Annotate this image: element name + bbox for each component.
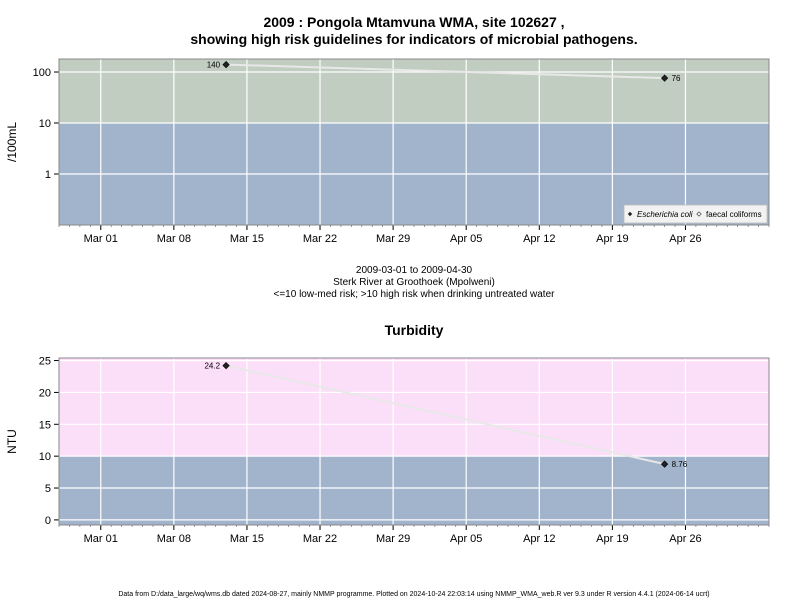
chart1-data-label: 140 [207,61,221,70]
legend-open-diamond-icon [696,211,702,217]
chart2-y-axis-label: NTU [5,429,19,454]
chart1-legend-entry: Escherichia coli [637,210,693,219]
chart1-y-tick-label: 1 [45,169,51,181]
chart2-x-tick-label: Mar 01 [84,533,118,545]
chart2-x-tick-label: Apr 19 [596,533,628,545]
chart2-data-label: 24.2 [204,362,220,371]
chart1-caption-risk: <=10 low-med risk; >10 high risk when dr… [274,289,556,300]
chart2-data-label: 8.76 [672,460,688,469]
chart2-y-tick-label: 20 [39,387,51,399]
chart1-x-tick-label: Mar 22 [303,233,337,245]
chart2-x-tick-label: Apr 05 [450,533,482,545]
chart2-plot-frame [58,357,770,526]
chart1-x-tick-label: Mar 01 [84,233,118,245]
chart1-legend-entry: faecal coliforms [706,210,762,219]
chart2-data-point [222,362,230,370]
turbidity-chart: Mar 01 Mar 08 Mar 15 Mar 22 Mar 29 Apr 05 Apr … [5,356,770,545]
chart2-data-point [660,460,669,468]
chart1-data-point [660,74,669,82]
chart2-x-tick-label: Mar 08 [157,533,191,545]
chart1-y-axis-label: /100mL [5,122,19,162]
chart2-title: Turbidity [385,322,444,338]
chart2-x-tick-label: Mar 22 [303,533,337,545]
chart2-x-tick-label: Apr 26 [669,533,701,545]
chart2-y-tick-label: 25 [39,356,51,368]
chart1-caption-site: Sterk River at Groothoek (Mpolweni) [333,277,495,288]
microbial-chart: Mar 01 Mar 08 Mar 15 Mar 22 Mar 29 Apr 05 Apr … [5,58,770,245]
chart1-title-line2: showing high risk guidelines for indicat… [190,31,637,47]
chart1-x-tick-label: Mar 15 [230,233,264,245]
chart1-data-point [222,60,230,69]
chart1-data-label: 76 [672,74,681,83]
chart1-caption-date-range: 2009-03-01 to 2009-04-30 [356,265,473,276]
chart2-x-tick-label: Apr 12 [523,533,555,545]
chart1-risk-band-2 [59,59,769,124]
chart1-x-tick-label: Mar 08 [157,233,191,245]
chart1-x-tick-label: Apr 26 [669,233,701,245]
chart2-risk-band-1 [59,456,769,525]
legend-filled-diamond-icon [627,211,633,217]
chart2-y-tick-label: 10 [39,451,51,463]
chart1-legend-box [623,204,768,224]
chart1-title-line1: 2009 : Pongola Mtamvuna WMA, site 102627… [263,14,564,30]
chart1-x-tick-label: Apr 05 [450,233,482,245]
chart1-plot-frame [58,58,770,226]
chart2-y-tick-label: 15 [39,419,51,431]
chart1-x-tick-label: Mar 29 [376,233,410,245]
chart2-series-line [225,364,665,466]
chart1-y-tick-label: 10 [39,118,51,130]
chart2-y-tick-label: 0 [45,515,51,527]
chart1-legend: Escherichia coli faecal coliforms [623,204,768,224]
chart2-y-tick-label: 5 [45,483,51,495]
chart1-x-tick-label: Apr 19 [596,233,628,245]
chart1-x-tick-label: Apr 12 [523,233,555,245]
chart1-series-line [226,63,665,80]
chart2-x-tick-label: Mar 29 [376,533,410,545]
chart2-x-tick-label: Mar 15 [230,533,264,545]
chart1-y-tick-label: 100 [33,67,51,79]
footer-note: Data from D:/data_large/wq/wms.db dated … [118,591,709,598]
